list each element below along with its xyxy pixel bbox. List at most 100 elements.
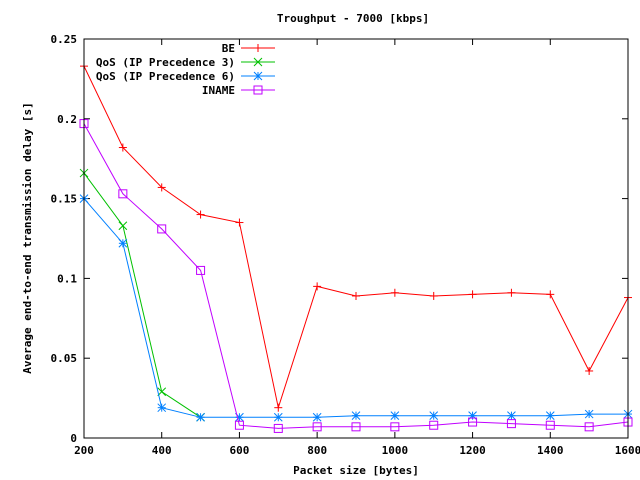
legend-marker	[253, 71, 263, 81]
marker-stroke	[273, 423, 283, 433]
data-point	[118, 189, 128, 199]
legend-marker	[253, 57, 263, 67]
y-axis-label: Average end-to-end transmission delay [s…	[21, 102, 34, 374]
data-point	[351, 422, 361, 432]
marker-stroke	[234, 420, 244, 430]
series-0	[80, 62, 632, 412]
data-point	[390, 411, 400, 421]
marker-stroke	[118, 238, 128, 248]
legend-label: QoS (IP Precedence 6)	[96, 70, 235, 83]
marker-stroke	[390, 411, 400, 421]
marker-stroke	[545, 420, 555, 430]
y-tick-label: 0	[70, 432, 77, 445]
marker-stroke	[118, 221, 128, 231]
marker-stroke	[390, 422, 400, 432]
data-point	[429, 291, 438, 300]
x-tick-label: 1200	[459, 444, 486, 457]
y-tick-label: 0.15	[51, 193, 78, 206]
data-point	[157, 224, 167, 234]
legend-label: BE	[222, 42, 235, 55]
series-line	[83, 65, 629, 410]
data-point	[312, 412, 322, 422]
x-tick-label: 600	[229, 444, 249, 457]
data-point	[545, 420, 555, 430]
marker-stroke	[157, 403, 167, 413]
data-point	[506, 419, 516, 429]
data-point	[468, 290, 477, 299]
data-point	[312, 422, 322, 432]
data-point	[196, 210, 205, 219]
marker-stroke	[507, 411, 516, 421]
marker-stroke	[312, 422, 322, 432]
data-point	[468, 417, 478, 427]
data-point	[351, 411, 361, 421]
x-tick-label: 1000	[382, 444, 409, 457]
data-point	[390, 422, 400, 432]
data-point	[313, 282, 322, 291]
data-point	[507, 288, 516, 297]
x-axis-label: Packet size [bytes]	[293, 464, 419, 477]
marker-stroke	[312, 412, 322, 422]
data-point	[584, 422, 594, 432]
marker-stroke	[351, 422, 361, 432]
marker-stroke	[196, 412, 205, 422]
x-tick-label: 1400	[537, 444, 564, 457]
marker-stroke	[351, 411, 361, 421]
marker-stroke	[253, 85, 263, 95]
legend-label: INAME	[202, 84, 235, 97]
data-point	[118, 143, 127, 152]
data-point	[196, 265, 206, 275]
marker-stroke	[253, 57, 263, 67]
legend-marker	[253, 85, 263, 95]
plot-frame	[83, 38, 629, 439]
marker-stroke	[118, 189, 128, 199]
y-tick-label: 0.2	[57, 113, 77, 126]
series-layer	[79, 62, 633, 433]
marker-stroke	[429, 411, 439, 421]
marker-stroke	[196, 265, 206, 275]
marker-stroke	[468, 417, 478, 427]
data-point	[390, 288, 399, 297]
data-point	[352, 291, 360, 300]
y-tick-label: 0.1	[57, 272, 77, 285]
marker-stroke	[429, 420, 439, 430]
data-point	[157, 183, 166, 192]
data-point	[118, 238, 128, 248]
data-point	[157, 403, 167, 413]
data-point	[584, 409, 594, 419]
x-tick-label: 800	[307, 444, 327, 457]
data-point	[273, 423, 283, 433]
series-line	[83, 123, 629, 429]
data-point	[235, 218, 244, 227]
marker-stroke	[253, 71, 263, 81]
legend-marker	[254, 44, 262, 52]
chart-title: Troughput - 7000 [kbps]	[277, 12, 429, 25]
data-point	[585, 366, 594, 375]
series-line	[83, 172, 201, 418]
data-point	[429, 420, 439, 430]
data-point	[196, 412, 205, 422]
data-point	[546, 290, 555, 299]
data-point	[429, 411, 439, 421]
series-2	[79, 194, 633, 422]
data-point	[507, 411, 516, 421]
data-point	[545, 411, 555, 421]
data-point	[118, 221, 128, 231]
x-tick-label: 1600	[615, 444, 640, 457]
x-tick-label: 200	[74, 444, 94, 457]
y-tick-label: 0.25	[51, 33, 78, 46]
y-axis-ticks: 0 0.05 0.1 0.15 0.2 0.25	[51, 33, 628, 445]
data-point	[234, 420, 244, 430]
marker-stroke	[545, 411, 555, 421]
marker-stroke	[157, 224, 167, 234]
y-tick-label: 0.05	[51, 352, 78, 365]
marker-stroke	[273, 412, 283, 422]
legend-label: QoS (IP Precedence 3)	[96, 56, 235, 69]
data-point	[274, 403, 283, 412]
series-3	[79, 119, 633, 433]
series-1	[79, 168, 205, 422]
marker-stroke	[506, 419, 516, 429]
marker-stroke	[235, 412, 244, 422]
